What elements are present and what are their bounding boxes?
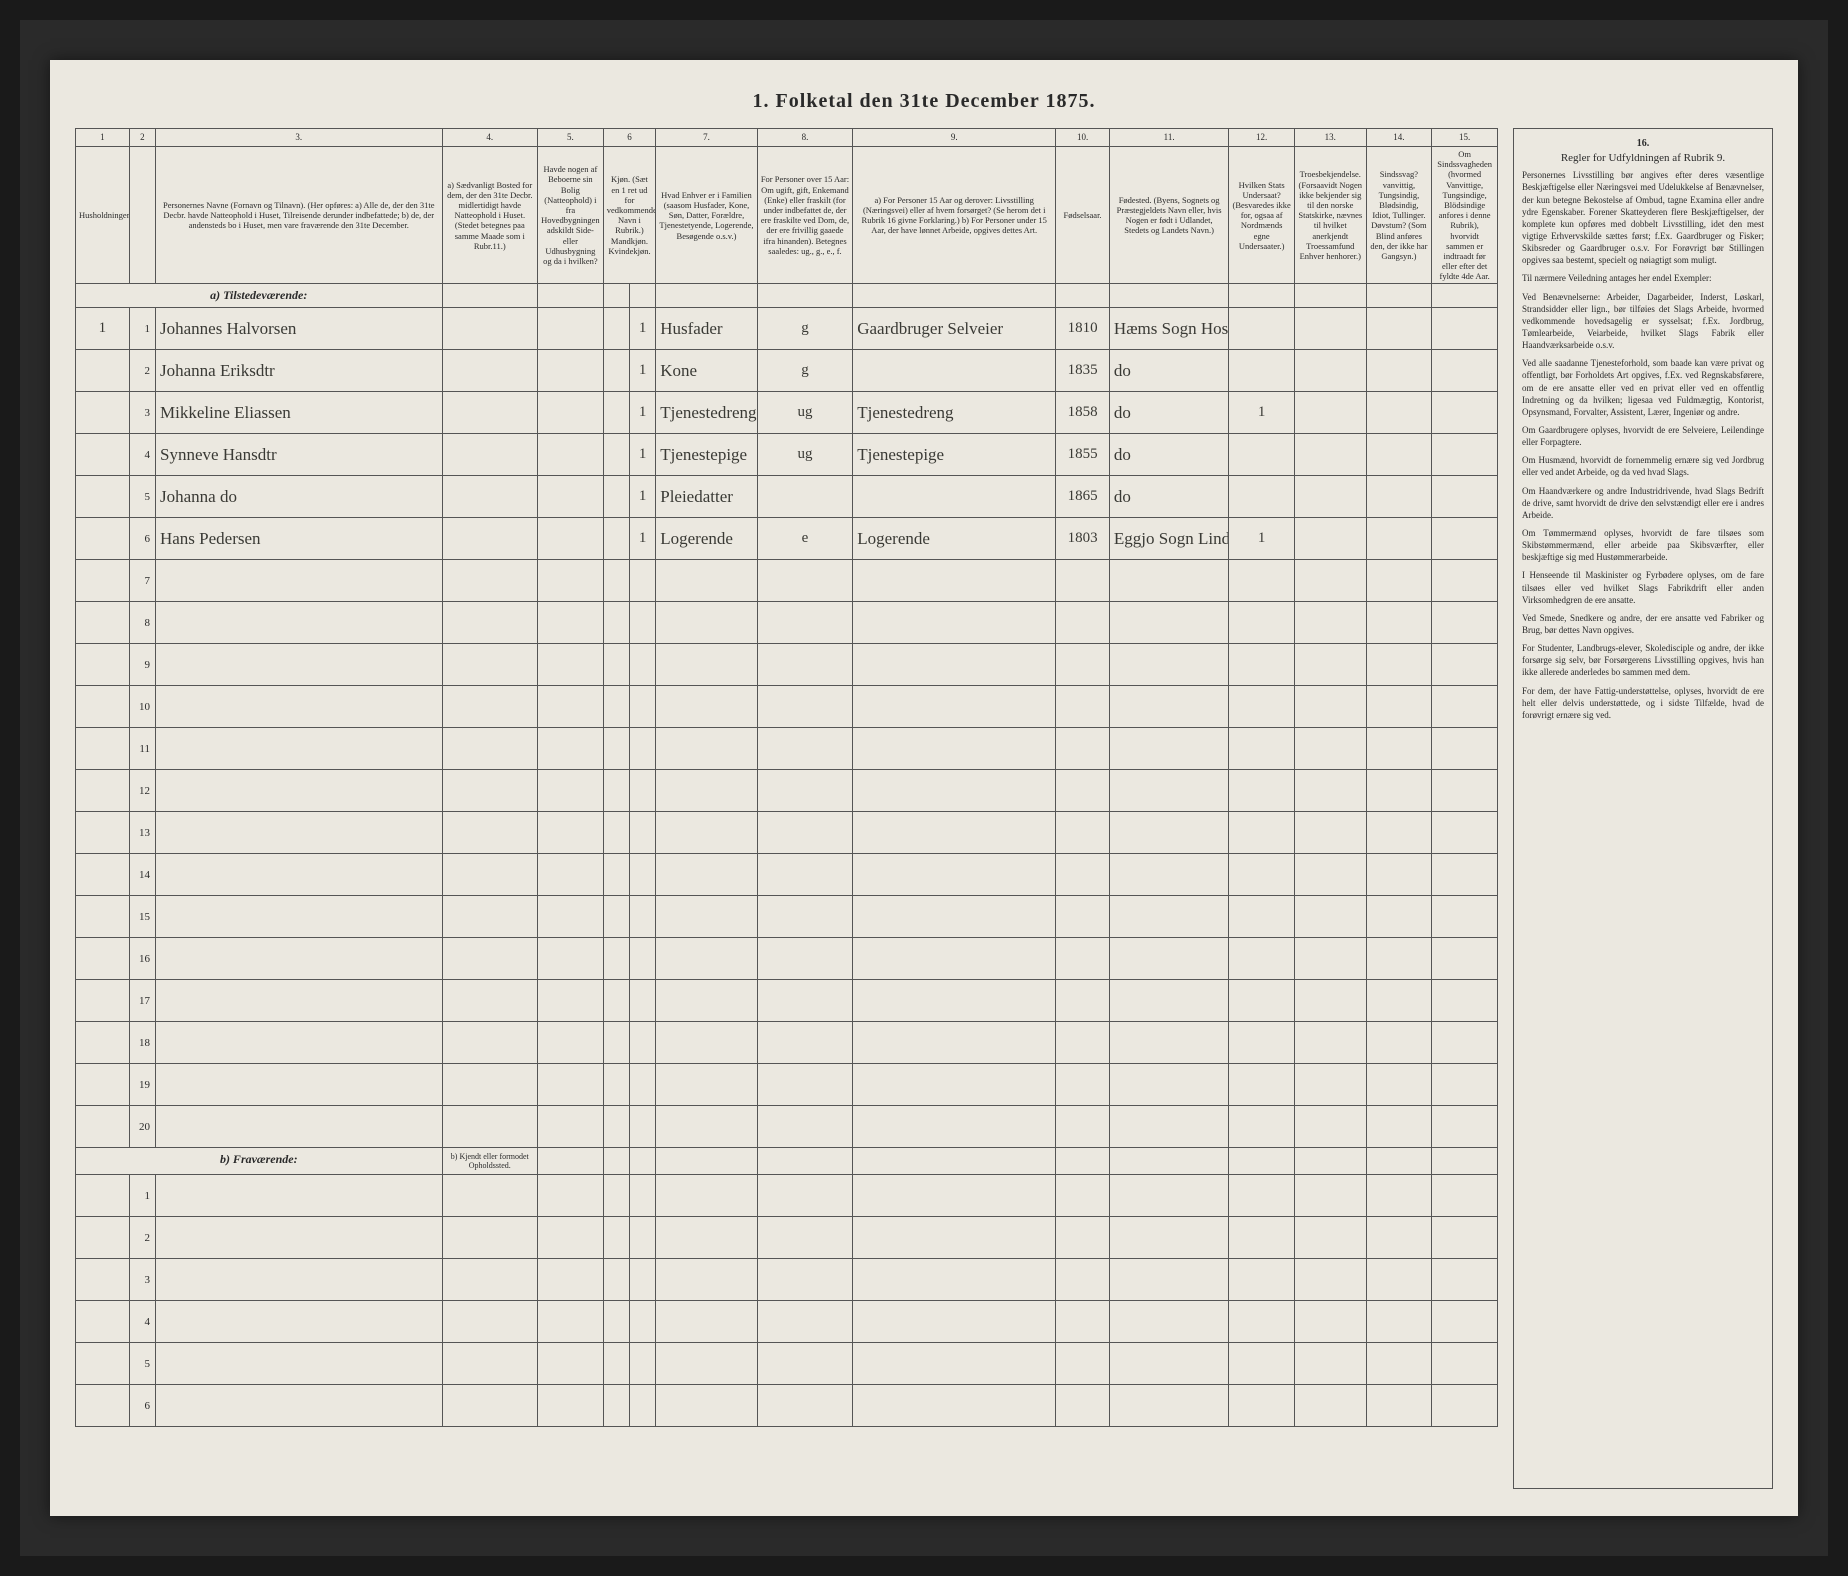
rules-colnum: 16.: [1522, 137, 1764, 151]
rules-paragraph: Om Husmænd, hvorvidt de fornemmelig ernæ…: [1522, 454, 1764, 478]
colnum: 11.: [1109, 129, 1228, 147]
colhead: Personernes Navne (Fornavn og Tilnavn). …: [155, 147, 442, 284]
colnum: 5.: [538, 129, 604, 147]
rules-paragraph: Til nærmere Veiledning antages her endel…: [1522, 272, 1764, 284]
table-row: 9: [76, 644, 1498, 686]
form-table-area: 1 2 3. 4. 5. 6 7. 8. 9. 10. 11. 12.: [75, 128, 1498, 1489]
table-row: 3: [76, 1259, 1498, 1301]
column-header-row: Husholdninger. Personernes Navne (Fornav…: [76, 147, 1498, 284]
rules-paragraph: Om Gaardbrugere oplyses, hvorvidt de ere…: [1522, 424, 1764, 448]
table-row: 1: [76, 1175, 1498, 1217]
rules-paragraph: Personernes Livsstilling bør angives eft…: [1522, 169, 1764, 266]
table-row: 3Mikkeline Eliassen1TjenestedrengugTjene…: [76, 392, 1498, 434]
colnum: 7.: [656, 129, 757, 147]
rules-body: Personernes Livsstilling bør angives eft…: [1522, 169, 1764, 721]
table-row: 2Johanna Eriksdtr1Koneg1835do: [76, 350, 1498, 392]
colnum: 9.: [853, 129, 1056, 147]
colnum: 13.: [1294, 129, 1366, 147]
colnum: 2: [129, 129, 155, 147]
colhead: For Personer over 15 Aar: Om ugift, gift…: [757, 147, 853, 284]
colhead: Hvilken Stats Undersaat? (Besvaredes ikk…: [1229, 147, 1295, 284]
colhead: a) Sædvanligt Bosted for dem, der den 31…: [442, 147, 538, 284]
rules-paragraph: Om Tømmermænd oplyses, hvorvidt de fare …: [1522, 527, 1764, 563]
page-title: 1. Folketal den 31te December 1875.: [75, 90, 1773, 113]
table-row: 4: [76, 1301, 1498, 1343]
census-table: 1 2 3. 4. 5. 6 7. 8. 9. 10. 11. 12.: [75, 128, 1498, 1427]
colhead: Sindssvag? vanvittig, Tungsindig, Blødsi…: [1366, 147, 1432, 284]
rules-paragraph: For Studenter, Landbrugs-elever, Skoledi…: [1522, 642, 1764, 678]
table-row: 14: [76, 854, 1498, 896]
colhead: Troesbekjendelse. (Forsaavidt Nogen ikke…: [1294, 147, 1366, 284]
census-page: 1. Folketal den 31te December 1875. 1 2: [50, 60, 1798, 1516]
colhead: Havde nogen af Beboerne sin Bolig (Natte…: [538, 147, 604, 284]
table-row: 4Synneve Hansdtr1TjenestepigeugTjenestep…: [76, 434, 1498, 476]
colnum: 10.: [1056, 129, 1110, 147]
colhead: Fødested. (Byens, Sognets og Præstegjeld…: [1109, 147, 1228, 284]
colnum: 3.: [155, 129, 442, 147]
table-row: 2: [76, 1217, 1498, 1259]
rules-paragraph: Ved Smede, Snedkere og andre, der ere an…: [1522, 612, 1764, 636]
column-number-row: 1 2 3. 4. 5. 6 7. 8. 9. 10. 11. 12.: [76, 129, 1498, 147]
colnum: 6: [603, 129, 656, 147]
colnum: 15.: [1432, 129, 1498, 147]
table-row: 16: [76, 938, 1498, 980]
rules-paragraph: For dem, der have Fattig-understøttelse,…: [1522, 685, 1764, 721]
table-row: 8: [76, 602, 1498, 644]
section-present: a) Tilstedeværende:: [76, 284, 1498, 308]
colhead: a) For Personer 15 Aar og derover: Livss…: [853, 147, 1056, 284]
table-row: 20: [76, 1106, 1498, 1148]
table-row: 5: [76, 1343, 1498, 1385]
table-row: 10: [76, 686, 1498, 728]
colhead: Om Sindssvagheden (hvormed Vanvittige, T…: [1432, 147, 1498, 284]
rules-paragraph: Om Haandværkere og andre Industridrivend…: [1522, 485, 1764, 521]
colhead: Husholdninger.: [76, 147, 130, 284]
rules-paragraph: Ved alle saadanne Tjenesteforhold, som b…: [1522, 357, 1764, 418]
colhead: Fødselsaar.: [1056, 147, 1110, 284]
colnum: 8.: [757, 129, 853, 147]
colnum: 14.: [1366, 129, 1432, 147]
colnum: 12.: [1229, 129, 1295, 147]
table-row: 6: [76, 1385, 1498, 1427]
table-row: 11: [76, 728, 1498, 770]
table-row: 17: [76, 980, 1498, 1022]
colhead: Hvad Enhver er i Familien (saasom Husfad…: [656, 147, 757, 284]
table-row: 18: [76, 1022, 1498, 1064]
colhead: [129, 147, 155, 284]
table-row: 6Hans Pedersen1LogerendeeLogerende1803Eg…: [76, 518, 1498, 560]
colhead: Kjøn. (Sæt en 1 ret ud for vedkommende N…: [603, 147, 656, 284]
table-head: 1 2 3. 4. 5. 6 7. 8. 9. 10. 11. 12.: [76, 129, 1498, 284]
rules-paragraph: Ved Benævnelserne: Arbeider, Dagarbeider…: [1522, 291, 1764, 352]
colnum: 1: [76, 129, 130, 147]
section-absent: b) Fraværende:b) Kjendt eller formodet O…: [76, 1148, 1498, 1175]
rules-column: 16. Regler for Udfyldningen af Rubrik 9.…: [1513, 128, 1773, 1489]
table-row: 7: [76, 560, 1498, 602]
table-row: 11Johannes Halvorsen1HusfadergGaardbruge…: [76, 308, 1498, 350]
table-row: 19: [76, 1064, 1498, 1106]
colnum: 4.: [442, 129, 538, 147]
table-row: 12: [76, 770, 1498, 812]
table-row: 15: [76, 896, 1498, 938]
rules-paragraph: I Henseende til Maskinister og Fyrbødere…: [1522, 569, 1764, 605]
table-row: 5Johanna do1Pleiedatter1865do: [76, 476, 1498, 518]
table-body: a) Tilstedeværende:11Johannes Halvorsen1…: [76, 284, 1498, 1427]
table-row: 13: [76, 812, 1498, 854]
viewer-frame: 1. Folketal den 31te December 1875. 1 2: [20, 20, 1828, 1556]
main-layout: 1 2 3. 4. 5. 6 7. 8. 9. 10. 11. 12.: [75, 128, 1773, 1489]
rules-title: Regler for Udfyldningen af Rubrik 9.: [1522, 151, 1764, 166]
